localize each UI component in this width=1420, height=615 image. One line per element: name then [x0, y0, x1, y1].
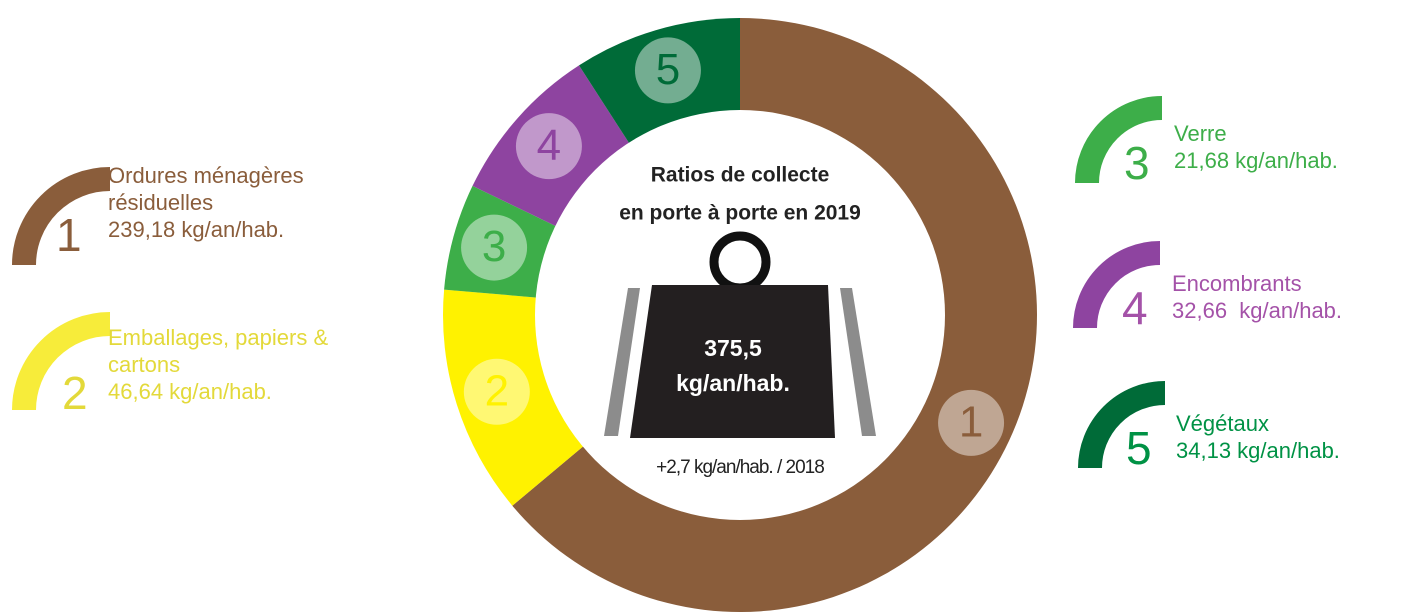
weight-side	[604, 288, 640, 436]
slice-badge	[515, 113, 582, 180]
legend-arc	[12, 312, 111, 411]
slice-number: 5	[656, 45, 680, 94]
total-value: 375,5	[704, 335, 762, 361]
note: +2,7 kg/an/hab. / 2018	[656, 457, 824, 478]
legend-arc	[12, 167, 111, 266]
legend-item: Verre 21,68 kg/an/hab.	[1174, 120, 1414, 174]
legend-number: 3	[1124, 137, 1150, 189]
value-label: 21,68 kg/an/hab.	[1174, 148, 1338, 173]
legend-arc	[1073, 241, 1161, 329]
legend-arc	[1075, 96, 1163, 184]
slice-number: 1	[959, 397, 983, 446]
value-label: 239,18 kg/an/hab.	[108, 217, 285, 242]
legend-label: Emballages, papiers & cartons	[108, 325, 329, 377]
legend-number: 1	[56, 209, 82, 261]
legend-number: 4	[1122, 282, 1148, 334]
value-label: 34,13 kg/an/hab.	[1176, 438, 1340, 463]
total-unit: kg/an/hab.	[676, 370, 790, 396]
legend-item: Encombrants 32,66 kg/an/hab.	[1172, 270, 1412, 324]
weight-side	[840, 288, 876, 436]
slice-number: 3	[482, 222, 506, 271]
chart-title: en porte à porte en 2019	[619, 202, 861, 225]
legend-number: 2	[62, 367, 88, 419]
legend-item: Emballages, papiers & cartons 46,64 kg/an…	[108, 324, 398, 405]
slice-badge	[938, 389, 1005, 456]
legend-label: Encombrants	[1172, 271, 1302, 296]
chart-title: Ratios de collecte	[651, 164, 830, 187]
slice-number: 2	[485, 366, 509, 415]
slice-badge	[634, 37, 701, 104]
legend-item: Ordures ménagères résiduelles 239,18 kg/a…	[108, 162, 398, 243]
slice-number: 4	[537, 121, 561, 170]
legend-number: 5	[1126, 422, 1152, 474]
legend-arc	[1078, 381, 1166, 469]
weight-body	[630, 285, 835, 438]
slice-badge	[463, 358, 530, 425]
value-label: 32,66 kg/an/hab.	[1172, 298, 1343, 323]
slice-badge	[461, 214, 528, 281]
legend-label: Végétaux	[1176, 411, 1269, 436]
value-label: 46,64 kg/an/hab.	[108, 379, 272, 404]
legend-item: Végétaux 34,13 kg/an/hab.	[1176, 410, 1416, 464]
legend-label: Verre	[1174, 121, 1227, 146]
legend-label: Ordures ménagères résiduelles	[108, 163, 304, 215]
